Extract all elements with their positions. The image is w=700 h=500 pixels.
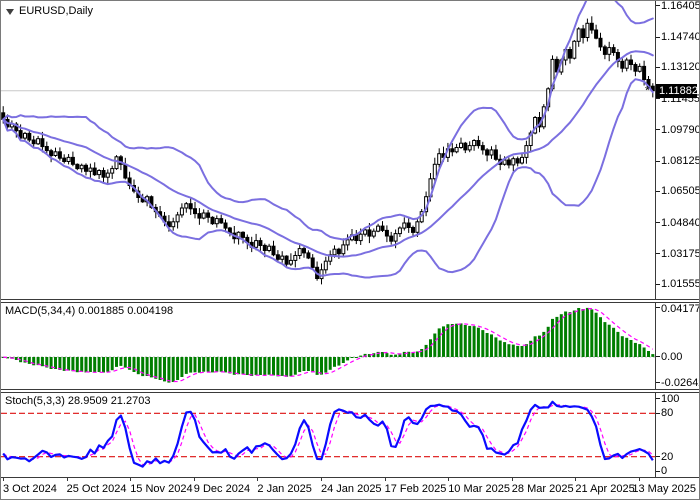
x-axis-tick-label: 17 Feb 2025 xyxy=(384,483,447,495)
macd-name: MACD(5,34,4) xyxy=(5,305,76,317)
macd-plot[interactable]: MACD(5,34,4) 0.001885 0.004198 xyxy=(1,303,656,389)
y-axis-tick xyxy=(656,129,660,131)
y-axis-tick xyxy=(656,222,660,224)
y-axis-tick xyxy=(656,5,660,7)
x-axis-tick-label: 25 Oct 2024 xyxy=(66,483,127,495)
price-panel: * EURUSD,Daily 1.16405 1.14740 1.13120 1.11… xyxy=(1,1,699,300)
y-axis-tick xyxy=(656,382,660,384)
y-axis-tick-label: 1.09790 xyxy=(661,123,700,136)
x-axis-tick xyxy=(130,478,132,481)
price-scale[interactable]: 1.16405 1.14740 1.13120 1.11455 1.09790 1.081… xyxy=(656,1,699,299)
stoch-value-signal: 21.2703 xyxy=(110,395,151,407)
y-axis-tick-label: 1.14740 xyxy=(661,31,700,44)
y-axis-tick-label: 0.00 xyxy=(661,350,683,363)
y-axis-tick-label: 20 xyxy=(661,450,674,463)
x-axis-tick-label: 9 Dec 2024 xyxy=(193,483,251,495)
y-axis-tick-label: 1.16405 xyxy=(661,0,700,12)
x-axis-tick xyxy=(257,478,259,481)
y-axis-tick-label: 100 xyxy=(661,393,680,405)
y-axis-tick xyxy=(656,190,660,192)
candle-wicks xyxy=(2,16,654,285)
price-chart-plot[interactable]: * EURUSD,Daily xyxy=(1,1,656,299)
stochastic-plot[interactable]: Stoch(5,3,3) 28.9509 21.2703 xyxy=(1,393,656,477)
x-axis-tick xyxy=(384,478,386,481)
x-axis-tick xyxy=(448,478,450,481)
y-axis-tick xyxy=(656,160,660,162)
candle-bodies xyxy=(1,22,655,280)
macd-signal-line xyxy=(3,307,654,383)
y-axis-tick-label: 1.06505 xyxy=(661,185,700,198)
y-axis-tick-label: 80 xyxy=(661,407,674,420)
y-axis-tick xyxy=(656,356,660,358)
current-price-tag: 1.11882 xyxy=(656,83,698,98)
x-axis-tick-label: 2 Jan 2025 xyxy=(257,483,312,495)
y-axis-tick-label: 1.08125 xyxy=(661,155,700,168)
x-axis-tick xyxy=(3,478,4,481)
macd-value-main: 0.001885 xyxy=(78,305,125,317)
chart-title: EURUSD,Daily xyxy=(6,5,93,17)
y-axis-tick-label: 0 xyxy=(661,465,668,477)
y-axis-tick xyxy=(656,66,660,68)
stoch-value-main: 28.9509 xyxy=(67,395,108,407)
x-axis-tick xyxy=(511,478,513,481)
y-axis-tick-label: 1.03175 xyxy=(661,247,700,260)
macd-histogram xyxy=(1,307,655,383)
x-axis-tick-label: 21 Apr 2025 xyxy=(575,483,635,495)
x-axis-tick xyxy=(193,478,195,481)
stochastic-panel: Stoch(5,3,3) 28.9509 21.2703 100 80 20 0 xyxy=(1,392,699,478)
stochastic-canvas[interactable] xyxy=(1,393,655,477)
x-axis-tick-label: 3 Oct 2024 xyxy=(3,483,57,495)
price-marker-icon: * xyxy=(645,84,650,98)
x-axis-tick-label: 13 May 2025 xyxy=(632,483,696,495)
x-axis-tick xyxy=(639,478,640,481)
x-axis-tick xyxy=(321,478,322,481)
stochastic-label: Stoch(5,3,3) 28.9509 21.2703 xyxy=(5,395,153,407)
x-axis-tick xyxy=(575,478,577,481)
panel-divider xyxy=(1,300,699,302)
stoch-name: Stoch(5,3,3) xyxy=(5,395,65,407)
y-axis-tick xyxy=(656,36,660,38)
x-axis-tick-label: 24 Jan 2025 xyxy=(321,483,382,495)
time-axis[interactable]: 3 Oct 2024 25 Oct 2024 15 Nov 2024 9 Dec 20… xyxy=(1,478,699,499)
y-axis-tick-label: -0.026427 xyxy=(661,376,699,389)
y-axis-tick xyxy=(656,470,660,472)
stoch-main-line xyxy=(2,400,654,468)
symbol-period-label: EURUSD,Daily xyxy=(19,5,93,17)
x-axis-tick xyxy=(66,478,68,481)
y-axis-tick xyxy=(656,398,660,400)
y-axis-tick xyxy=(656,456,660,458)
price-chart-canvas[interactable]: * xyxy=(1,1,655,299)
macd-scale[interactable]: 0.041777 0.00 -0.026427 xyxy=(656,303,699,389)
y-axis-tick-label: 1.13120 xyxy=(661,61,700,74)
y-axis-tick-label: 0.041777 xyxy=(661,303,699,315)
x-axis-tick-label: 15 Nov 2024 xyxy=(130,483,193,495)
macd-label: MACD(5,34,4) 0.001885 0.004198 xyxy=(5,305,176,317)
bollinger-lower-line xyxy=(2,78,654,279)
x-axis-tick-label: 28 Mar 2025 xyxy=(511,483,574,495)
panel-divider xyxy=(1,390,699,392)
y-axis-tick-label: 1.01555 xyxy=(661,278,700,291)
macd-canvas[interactable] xyxy=(1,303,655,389)
y-axis-tick xyxy=(656,307,660,309)
macd-value-signal: 0.004198 xyxy=(127,305,174,317)
stochastic-scale[interactable]: 100 80 20 0 xyxy=(656,393,699,477)
y-axis-tick xyxy=(656,253,660,255)
y-axis-tick xyxy=(656,283,660,285)
y-axis-tick xyxy=(656,412,660,414)
x-axis-tick-label: 10 Mar 2025 xyxy=(448,483,510,495)
bollinger-middle-line xyxy=(2,50,654,258)
bollinger-upper-line xyxy=(2,1,654,241)
y-axis-tick-label: 1.04840 xyxy=(661,216,700,229)
y-axis-tick xyxy=(656,98,660,100)
triangle-down-icon xyxy=(6,8,14,15)
